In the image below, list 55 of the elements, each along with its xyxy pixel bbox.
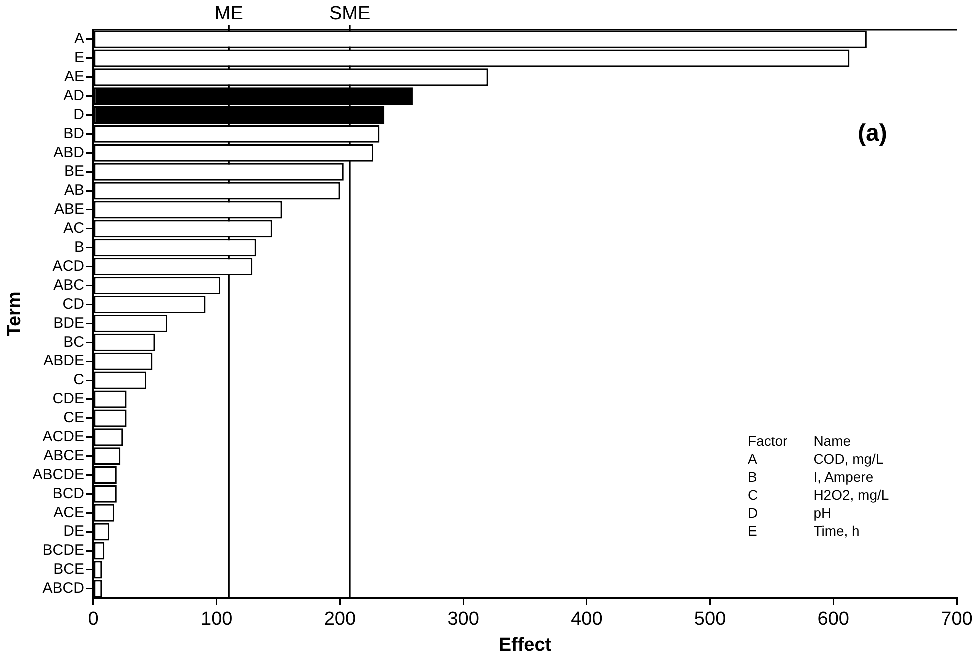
annotation: Factor: [748, 432, 789, 450]
y-tick-label: BCDE: [42, 542, 84, 560]
annotation: E: [748, 522, 758, 540]
y-tick-label: ABCE: [44, 447, 84, 464]
y-tick-label: CD: [62, 296, 85, 313]
x-tick-label: 100: [200, 609, 233, 630]
y-tick-label: ACDE: [42, 428, 84, 446]
y-tick-label: AB: [64, 182, 84, 200]
y-tick-label: ABE: [54, 201, 84, 218]
y-tick-label: AD: [64, 87, 85, 104]
y-tick-label: ABD: [54, 144, 85, 162]
x-tick-label: 700: [941, 609, 973, 630]
annotation: (a): [858, 120, 888, 148]
annotation: Name: [814, 432, 852, 450]
x-tick-label: 300: [448, 609, 480, 630]
y-tick-label: ABC: [54, 276, 85, 294]
y-tick-label: CDE: [52, 390, 84, 408]
y-tick-label: C: [74, 372, 85, 389]
y-tick-label: ABDE: [44, 352, 84, 370]
y-tick-label: BC: [64, 334, 85, 351]
y-tick-label: BCE: [54, 561, 84, 578]
annotation: C: [748, 486, 760, 504]
annotation: D: [748, 504, 760, 522]
x-tick-label: 400: [571, 609, 603, 630]
annotation: B: [748, 468, 758, 486]
y-tick-label: D: [74, 106, 85, 124]
x-tick-label: 200: [324, 609, 356, 630]
x-tick-label: 0: [88, 609, 99, 630]
x-axis-title: Effect: [498, 634, 552, 656]
y-tick-label: DE: [64, 523, 84, 540]
annotation: I, Ampere: [814, 468, 875, 486]
y-tick-label: B: [74, 239, 84, 256]
y-tick-label: AE: [64, 68, 84, 86]
y-tick-label: ABCDE: [32, 466, 84, 484]
x-tick-label: 600: [818, 609, 850, 630]
y-tick-label: ACE: [54, 504, 84, 522]
annotation: Time, h: [814, 522, 861, 540]
y-axis-title: Term: [4, 292, 26, 337]
y-tick-label: BD: [64, 125, 85, 142]
y-tick-label: A: [74, 30, 84, 48]
annotation: H2O2, mg/L: [814, 486, 890, 504]
ref-line-label: ME: [214, 4, 244, 25]
y-tick-label: ABCD: [42, 580, 85, 598]
y-tick-label: BE: [64, 163, 84, 180]
ref-line-label: SME: [329, 4, 371, 25]
y-tick-label: ACD: [52, 258, 85, 275]
annotation: pH: [814, 504, 833, 522]
annotation: COD, mg/L: [814, 450, 885, 468]
y-tick-label: BDE: [54, 314, 84, 332]
y-tick-label: BCD: [52, 485, 85, 502]
y-tick-label: AC: [64, 220, 85, 238]
y-tick-label: CE: [64, 410, 84, 427]
annotation: A: [748, 450, 758, 468]
y-tick-label: E: [74, 50, 84, 67]
x-tick-label: 500: [694, 609, 726, 630]
